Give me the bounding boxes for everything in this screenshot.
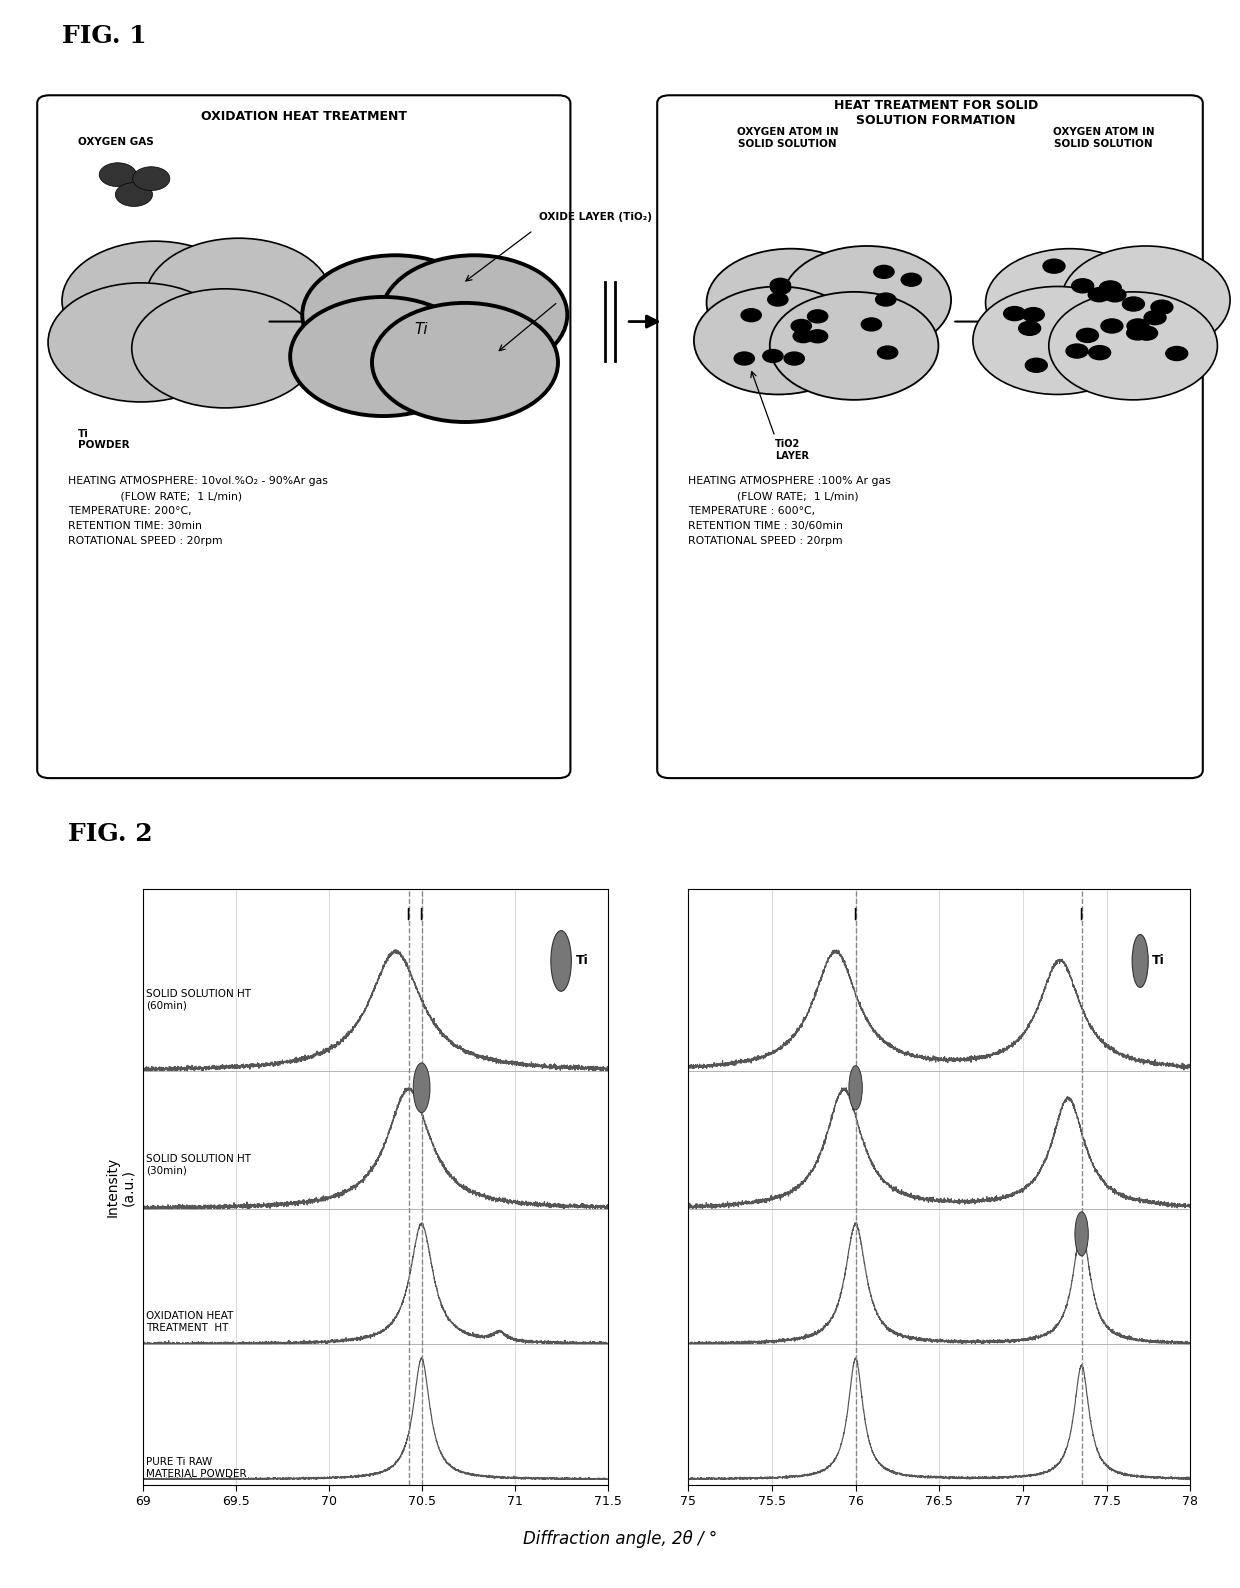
Circle shape [768, 294, 787, 306]
Circle shape [794, 330, 813, 343]
Circle shape [1066, 345, 1087, 357]
Circle shape [734, 353, 754, 365]
Circle shape [694, 286, 863, 394]
Circle shape [791, 319, 811, 332]
Circle shape [784, 353, 805, 365]
Text: FIG. 2: FIG. 2 [68, 821, 153, 846]
Circle shape [551, 931, 572, 991]
Y-axis label: Intensity
(a.u.): Intensity (a.u.) [105, 1158, 135, 1216]
Circle shape [1132, 934, 1148, 988]
Circle shape [1022, 308, 1044, 322]
Circle shape [1100, 281, 1121, 295]
Text: Ti
POWDER: Ti POWDER [78, 429, 130, 451]
Circle shape [1075, 1212, 1089, 1256]
Circle shape [1127, 326, 1148, 340]
Circle shape [763, 349, 782, 362]
Circle shape [290, 297, 476, 416]
Circle shape [807, 310, 828, 322]
Circle shape [901, 273, 921, 286]
Circle shape [413, 1062, 430, 1113]
Circle shape [1101, 319, 1123, 333]
Text: OXIDATION HEAT TREATMENT: OXIDATION HEAT TREATMENT [201, 110, 407, 122]
Circle shape [1025, 359, 1048, 372]
Text: HEATING ATMOSPHERE :100% Ar gas
              (FLOW RATE;  1 L/min)
TEMPERATURE : HEATING ATMOSPHERE :100% Ar gas (FLOW RA… [688, 476, 892, 546]
Text: OXYGEN ATOM IN
SOLID SOLUTION: OXYGEN ATOM IN SOLID SOLUTION [1053, 127, 1154, 149]
Circle shape [770, 292, 939, 400]
Circle shape [1145, 311, 1166, 324]
Circle shape [986, 249, 1154, 357]
Circle shape [770, 281, 791, 294]
Circle shape [1061, 246, 1230, 354]
Circle shape [62, 241, 248, 360]
Text: OXIDATION HEAT
TREATMENT  HT: OXIDATION HEAT TREATMENT HT [146, 1312, 233, 1332]
Circle shape [1019, 321, 1040, 335]
Text: TiO2
LAYER: TiO2 LAYER [775, 440, 808, 461]
Text: Diffraction angle, 2θ / °: Diffraction angle, 2θ / ° [523, 1531, 717, 1548]
Circle shape [782, 246, 951, 354]
Circle shape [115, 183, 153, 206]
Circle shape [874, 265, 894, 278]
Circle shape [381, 256, 567, 375]
Text: OXYGEN GAS: OXYGEN GAS [78, 137, 154, 146]
Text: SOLID SOLUTION HT
(30min): SOLID SOLUTION HT (30min) [146, 1154, 252, 1175]
Text: Ti: Ti [575, 954, 589, 967]
Circle shape [1127, 319, 1149, 333]
Circle shape [1003, 306, 1025, 321]
Circle shape [849, 1066, 862, 1110]
Circle shape [1076, 329, 1099, 343]
Circle shape [48, 283, 234, 402]
Circle shape [862, 318, 882, 330]
Text: PURE Ti RAW
MATERIAL POWDER: PURE Ti RAW MATERIAL POWDER [146, 1458, 247, 1478]
Text: FIG. 1: FIG. 1 [62, 24, 146, 48]
Circle shape [770, 278, 790, 291]
Circle shape [99, 162, 136, 186]
Text: HEATING ATMOSPHERE: 10vol.%O₂ - 90%Ar gas
               (FLOW RATE;  1 L/min)
T: HEATING ATMOSPHERE: 10vol.%O₂ - 90%Ar ga… [68, 476, 329, 546]
FancyBboxPatch shape [657, 95, 1203, 778]
Circle shape [1049, 292, 1218, 400]
Circle shape [973, 286, 1142, 394]
Circle shape [1166, 346, 1188, 360]
Circle shape [372, 303, 558, 422]
Circle shape [878, 346, 898, 359]
Circle shape [133, 167, 170, 191]
Text: Ti: Ti [415, 322, 428, 337]
Text: Ti: Ti [1152, 954, 1164, 967]
Circle shape [1136, 326, 1157, 340]
Circle shape [131, 289, 317, 408]
Text: SOLID SOLUTION HT
(60min): SOLID SOLUTION HT (60min) [146, 988, 252, 1010]
Text: OXIDE LAYER (TiO₂): OXIDE LAYER (TiO₂) [539, 213, 652, 222]
Circle shape [1071, 279, 1094, 292]
Circle shape [875, 294, 895, 306]
Circle shape [807, 330, 827, 343]
Circle shape [707, 249, 875, 357]
Circle shape [1043, 259, 1065, 273]
Circle shape [1122, 297, 1145, 311]
Circle shape [303, 256, 489, 375]
FancyBboxPatch shape [37, 95, 570, 778]
Text: HEAT TREATMENT FOR SOLID
SOLUTION FORMATION: HEAT TREATMENT FOR SOLID SOLUTION FORMAT… [835, 98, 1038, 127]
Circle shape [1089, 287, 1110, 302]
Text: OXYGEN ATOM IN
SOLID SOLUTION: OXYGEN ATOM IN SOLID SOLUTION [737, 127, 838, 149]
Circle shape [146, 238, 332, 357]
Circle shape [1089, 346, 1111, 359]
Circle shape [1104, 287, 1126, 302]
Circle shape [1151, 300, 1173, 314]
Circle shape [742, 308, 761, 322]
